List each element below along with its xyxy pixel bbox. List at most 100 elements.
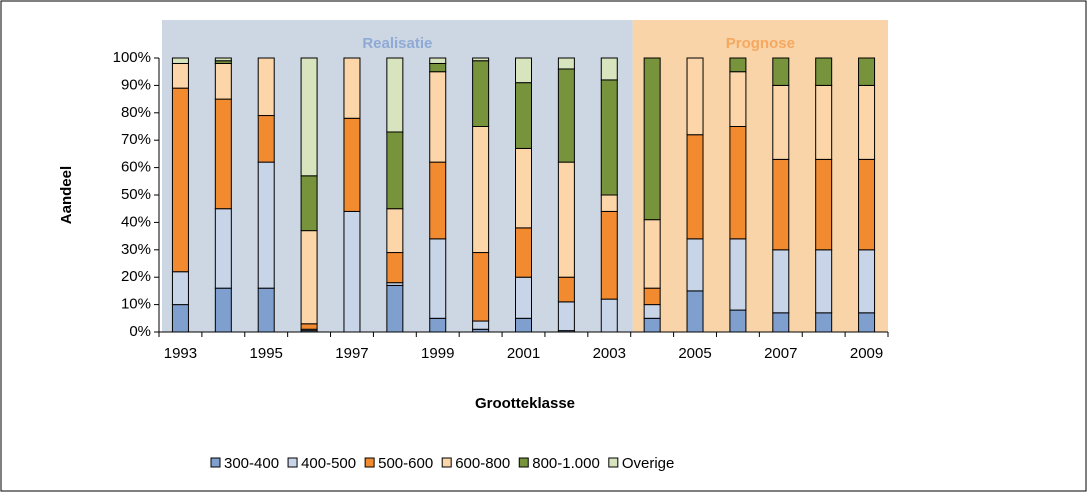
bar-segment	[772, 57, 790, 86]
x-tick-label: 1997	[335, 345, 368, 362]
x-tick-label: 1993	[164, 345, 197, 362]
y-tick-label: 30%	[121, 241, 151, 258]
bar-segment	[171, 304, 189, 333]
bar-segment	[600, 194, 618, 212]
bar-segment	[858, 84, 876, 160]
bar-segment	[386, 252, 404, 284]
bar-segment	[472, 126, 490, 254]
bar-segment	[729, 238, 747, 311]
bar-segment	[386, 284, 404, 333]
legend-swatch	[364, 457, 375, 468]
bar-segment	[815, 84, 833, 160]
legend-swatch	[518, 457, 529, 468]
x-tick-label: 2009	[850, 345, 883, 362]
bar-segment	[429, 238, 447, 319]
bar-segment	[300, 57, 318, 177]
bar-segment	[557, 276, 575, 303]
bar-segment	[772, 249, 790, 314]
bar-segment	[858, 57, 876, 86]
bar-segment	[729, 126, 747, 240]
bar-segment	[429, 317, 447, 333]
bar-segment	[171, 62, 189, 89]
bar-segment	[171, 87, 189, 273]
bar-segment	[386, 131, 404, 210]
bar-segment	[815, 312, 833, 333]
legend-label: 800-1.000	[532, 455, 600, 472]
bar-segment	[515, 57, 532, 84]
bar-segment	[643, 317, 661, 333]
bar-segment	[557, 57, 575, 70]
bar-segment	[515, 227, 532, 278]
bar-segment	[729, 309, 747, 333]
bar-segment	[472, 320, 490, 330]
y-tick-label: 50%	[121, 186, 151, 203]
bar-segment	[772, 312, 790, 333]
bar-segment	[600, 57, 618, 81]
bar-segment	[858, 312, 876, 333]
bar-segment	[729, 71, 747, 127]
bar-segment	[515, 147, 532, 229]
bar-segment	[515, 317, 532, 333]
legend-swatch	[608, 457, 619, 468]
bar-segment	[343, 57, 361, 119]
bar-segment	[386, 57, 404, 133]
bar-segment	[643, 287, 661, 306]
y-tick-label: 40%	[121, 213, 151, 230]
x-axis-label: Grootteklasse	[475, 395, 575, 412]
bar-segment	[686, 134, 704, 240]
bar-segment	[729, 57, 747, 73]
legend-label: 500-600	[378, 455, 433, 472]
bar-segment	[600, 298, 618, 333]
y-tick-label: 100%	[113, 49, 151, 66]
y-tick-label: 10%	[121, 296, 151, 313]
x-tick-label: 1999	[421, 345, 454, 362]
bar-segment	[557, 68, 575, 163]
region-background	[632, 20, 888, 332]
bar-segment	[300, 323, 318, 330]
bar-segment	[257, 287, 275, 333]
legend-swatch	[287, 457, 298, 468]
legend-label: 400-500	[301, 455, 356, 472]
region-label: Prognose	[726, 35, 795, 52]
bar-segment	[643, 219, 661, 289]
bar-segment	[214, 62, 232, 100]
bar-segment	[557, 301, 575, 332]
bar-segment	[257, 161, 275, 289]
x-tick-label: 2005	[678, 345, 711, 362]
y-tick-label: 90%	[121, 76, 151, 93]
bar-segment	[686, 57, 704, 136]
bar-segment	[557, 161, 575, 278]
legend-label: 300-400	[224, 455, 279, 472]
bar-segment	[772, 158, 790, 251]
bar-segment	[171, 271, 189, 306]
bar-segment	[686, 290, 704, 333]
legend-label: 600-800	[455, 455, 510, 472]
x-tick-label: 2003	[593, 345, 626, 362]
bar-segment	[686, 238, 704, 292]
x-tick-label: 1995	[250, 345, 283, 362]
x-tick-label: 2007	[764, 345, 797, 362]
bar-segment	[429, 161, 447, 240]
bar-segment	[343, 210, 361, 333]
bar-segment	[600, 210, 618, 300]
bar-segment	[429, 62, 447, 73]
bar-segment	[257, 115, 275, 163]
bar-segment	[214, 57, 232, 62]
y-axis-label: Aandeel	[58, 166, 75, 224]
bar-segment	[429, 57, 447, 64]
y-tick-label: 70%	[121, 131, 151, 148]
bar-segment	[386, 208, 404, 254]
bar-segment	[643, 304, 661, 319]
bar-segment	[815, 249, 833, 314]
bar-segment	[515, 276, 532, 319]
bar-segment	[600, 79, 618, 196]
bar-segment	[343, 117, 361, 212]
bar-segment	[815, 158, 833, 251]
legend-swatch	[210, 457, 221, 468]
bar-segment	[858, 249, 876, 314]
bar-segment	[300, 230, 318, 325]
bar-segment	[171, 57, 189, 64]
bar-segment	[772, 84, 790, 160]
bar-segment	[214, 208, 232, 289]
